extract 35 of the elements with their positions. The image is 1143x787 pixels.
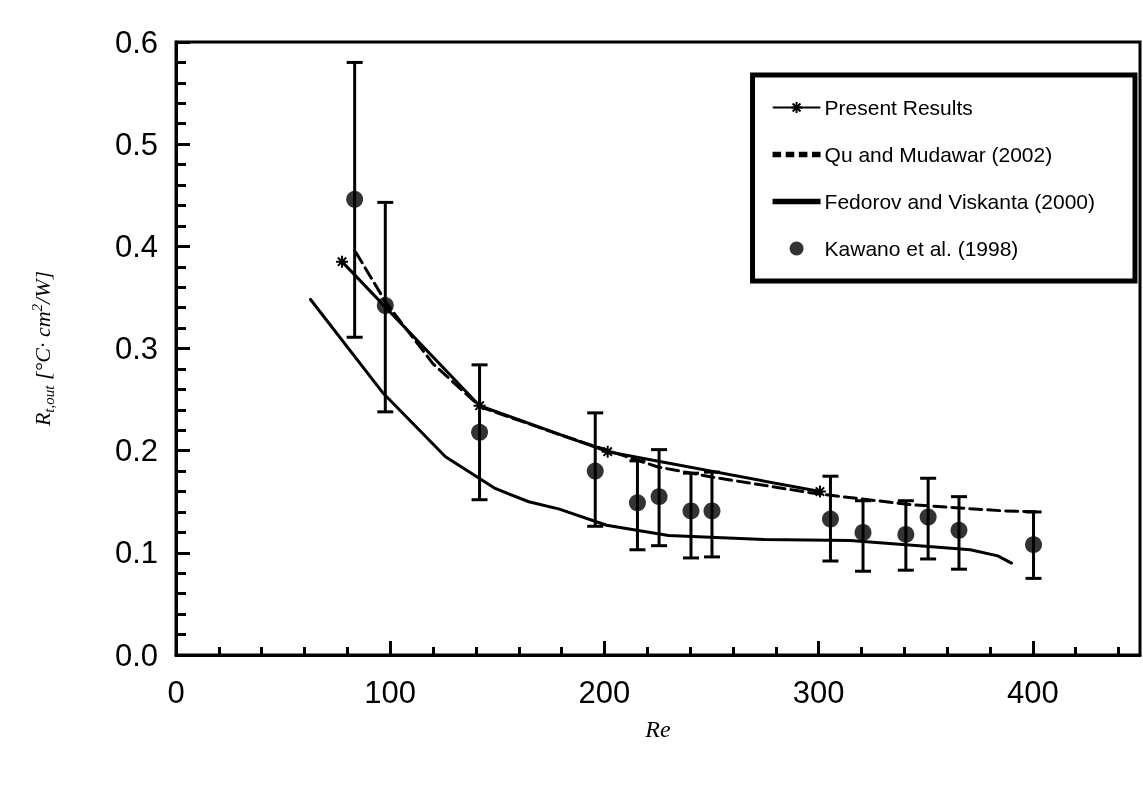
legend-label: Fedorov and Viskanta (2000): [824, 190, 1096, 213]
y-tick-label: 0.0: [114, 637, 158, 673]
y-tick-label: 0.4: [114, 228, 158, 264]
point: [600, 444, 615, 459]
y-axis-title: Rt,out [°C· cm2/W]: [28, 270, 57, 428]
x-tick-label: 300: [792, 675, 845, 710]
point: [628, 494, 646, 512]
point: [703, 502, 721, 520]
x-tick-label: 0: [167, 675, 185, 710]
point: [919, 508, 937, 526]
point: [650, 488, 668, 506]
x-tick-label: 200: [578, 675, 631, 710]
y-tick-label: 0.5: [114, 126, 158, 162]
x-tick-label: 400: [1007, 675, 1059, 710]
x-tick-label: 100: [364, 675, 417, 710]
legend-label: Qu and Mudawar (2002): [824, 143, 1053, 166]
point: [586, 462, 604, 480]
x-axis-title: Re: [644, 716, 671, 742]
point: [854, 523, 872, 541]
point: [897, 525, 915, 543]
legend-label: Kawano et al. (1998): [824, 237, 1019, 260]
point: [471, 423, 489, 441]
y-tick-label: 0.1: [114, 535, 158, 571]
point: [682, 502, 700, 520]
point: [335, 254, 350, 269]
y-tick-label: 0.2: [114, 433, 158, 469]
point: [346, 190, 364, 208]
point: [821, 510, 839, 528]
point: [472, 398, 487, 413]
y-tick-label: 0.6: [114, 24, 158, 60]
legend-label: Present Results: [824, 96, 973, 119]
y-tick-label: 0.3: [114, 331, 158, 366]
point: [950, 521, 968, 539]
point: [376, 297, 394, 315]
point: [1025, 536, 1043, 554]
